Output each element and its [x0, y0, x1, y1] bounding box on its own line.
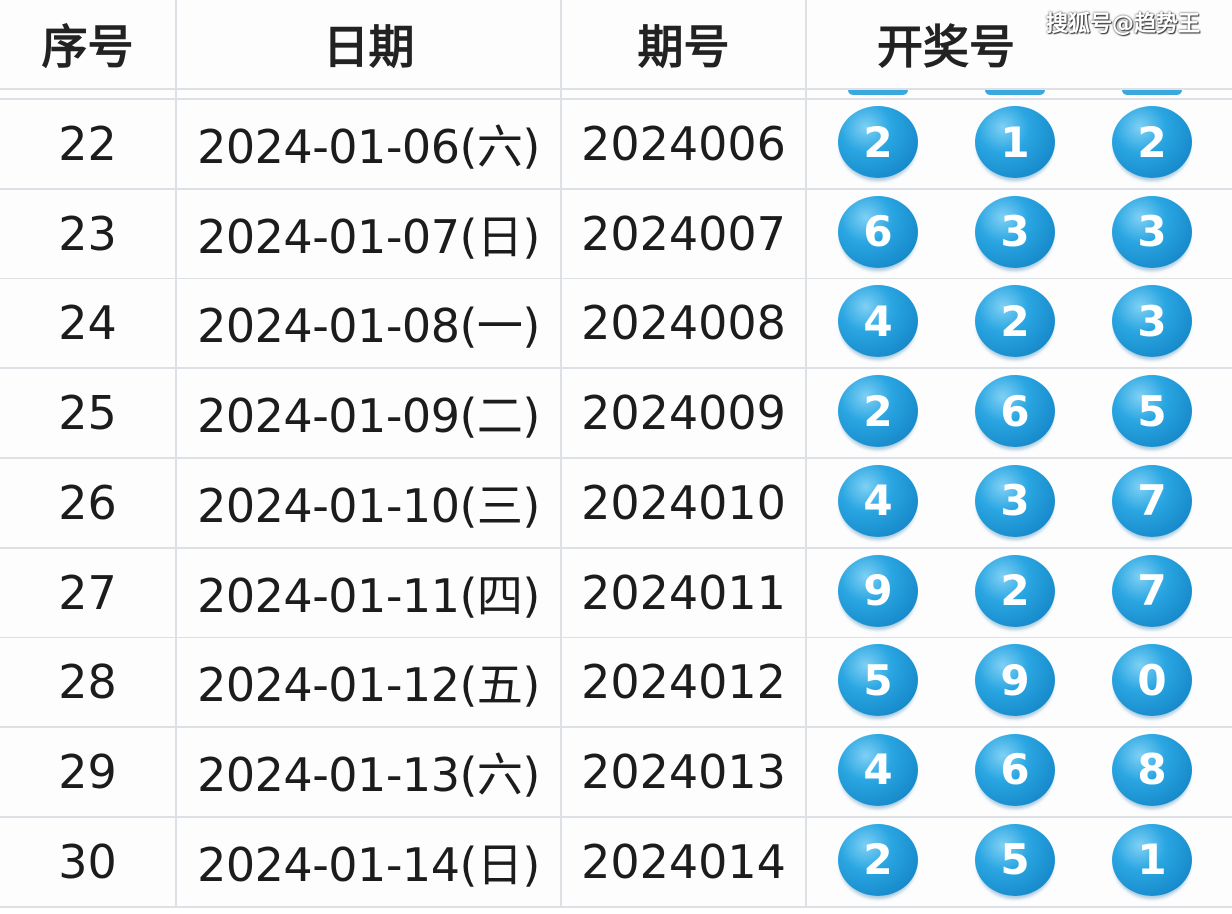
number-ball: 7: [1112, 554, 1192, 627]
number-ball: 2: [838, 823, 918, 896]
number-ball: 3: [1112, 195, 1192, 268]
issue-cell: 2024011: [562, 548, 807, 637]
number-ball: 5: [838, 644, 918, 717]
issue-cell: 2024009: [562, 369, 807, 458]
partial-row: [0, 90, 1232, 100]
partial-cell: [0, 90, 177, 98]
number-ball: 6: [838, 195, 918, 268]
number-ball: 0: [1112, 644, 1192, 717]
seq-cell: 23: [0, 189, 177, 278]
seq-cell: 22: [0, 100, 177, 188]
issue-cell: 2024007: [562, 189, 807, 278]
number-ball: 7: [1112, 464, 1192, 537]
number-ball: 5: [1112, 375, 1192, 448]
seq-cell: 26: [0, 458, 177, 547]
number-ball: 4: [838, 733, 918, 806]
number-ball: 4: [838, 285, 918, 358]
watermark: 搜狐号@趋势王: [1046, 12, 1201, 37]
partial-ball: [1122, 90, 1182, 95]
date-cell: 2024-01-13(六): [177, 727, 562, 816]
header-issue: 期号: [562, 0, 807, 88]
number-ball: 3: [975, 464, 1055, 537]
seq-cell: 29: [0, 727, 177, 816]
number-ball: 9: [838, 554, 918, 627]
header-numbers: 开奖号: [877, 20, 1015, 74]
partial-ball: [848, 90, 908, 95]
date-cell: 2024-01-06(六): [177, 100, 562, 188]
number-ball: 2: [838, 375, 918, 448]
number-ball: 2: [975, 554, 1055, 627]
issue-cell: 2024006: [562, 100, 807, 188]
date-cell: 2024-01-12(五): [177, 638, 562, 727]
number-ball: 3: [975, 195, 1055, 268]
date-cell: 2024-01-10(三): [177, 458, 562, 547]
partial-ball: [985, 90, 1045, 95]
date-cell: 2024-01-08(一): [177, 279, 562, 368]
number-ball: 2: [838, 106, 918, 178]
seq-cell: 24: [0, 279, 177, 368]
number-ball: 6: [975, 733, 1055, 806]
issue-cell: 2024012: [562, 638, 807, 727]
partial-cell: [562, 90, 807, 98]
number-ball: 6: [975, 375, 1055, 448]
seq-cell: 28: [0, 638, 177, 727]
table-header: 序号 日期 期号 开奖号: [0, 0, 1232, 90]
number-ball: 3: [1112, 285, 1192, 358]
header-date: 日期: [177, 0, 562, 88]
number-ball: 2: [975, 285, 1055, 358]
number-ball: 8: [1112, 733, 1192, 806]
number-ball: 9: [975, 644, 1055, 717]
seq-cell: 27: [0, 548, 177, 637]
number-ball: 1: [975, 106, 1055, 178]
date-cell: 2024-01-14(日): [177, 817, 562, 906]
partial-cell: [177, 90, 562, 98]
header-seq: 序号: [0, 0, 177, 88]
date-cell: 2024-01-07(日): [177, 189, 562, 278]
number-ball: 5: [975, 823, 1055, 896]
number-ball: 1: [1112, 823, 1192, 896]
seq-cell: 25: [0, 369, 177, 458]
issue-cell: 2024013: [562, 727, 807, 816]
issue-cell: 2024008: [562, 279, 807, 368]
partial-cell: [807, 90, 1232, 98]
seq-cell: 30: [0, 817, 177, 906]
number-ball: 4: [838, 464, 918, 537]
number-ball: 2: [1112, 106, 1192, 178]
date-cell: 2024-01-09(二): [177, 369, 562, 458]
issue-cell: 2024010: [562, 458, 807, 547]
date-cell: 2024-01-11(四): [177, 548, 562, 637]
issue-cell: 2024014: [562, 817, 807, 906]
